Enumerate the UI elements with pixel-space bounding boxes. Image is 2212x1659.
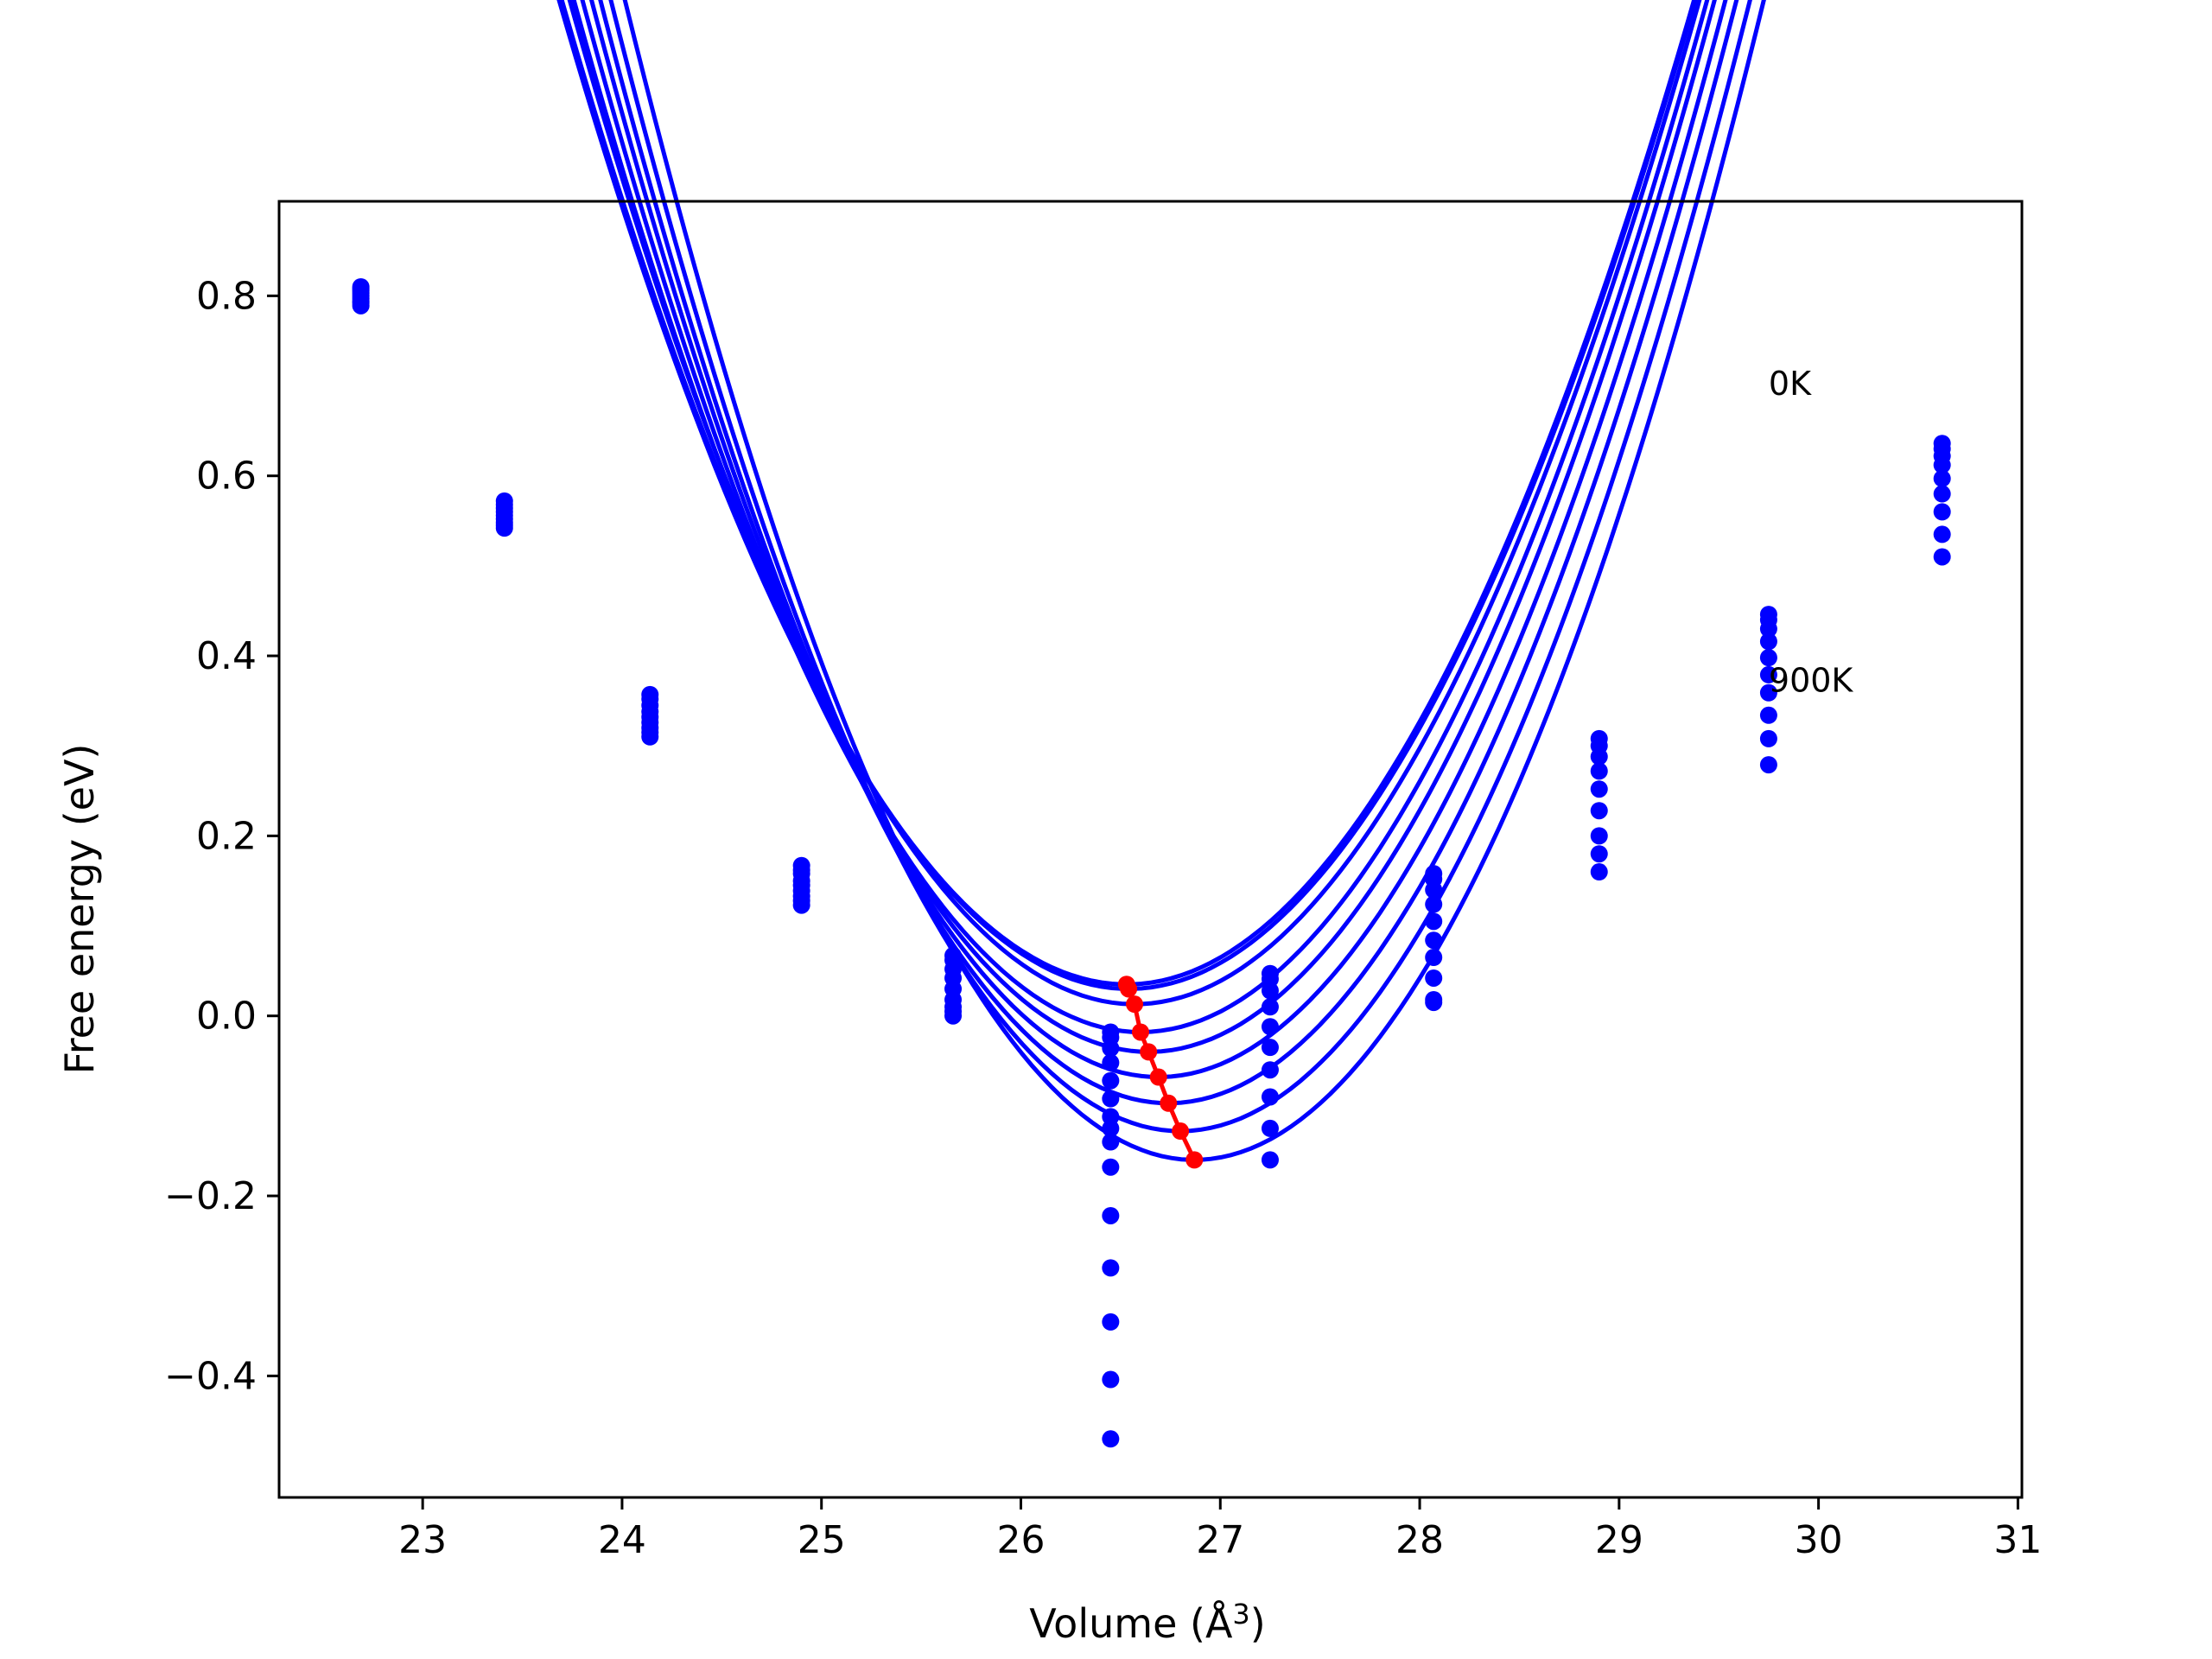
x-axis-ticks: 23 24 25 26 27 28 29 30 31 bbox=[398, 1497, 2042, 1562]
data-point bbox=[792, 896, 810, 914]
data-point bbox=[1425, 895, 1443, 913]
data-point bbox=[1261, 1088, 1279, 1106]
data-point bbox=[1102, 1071, 1120, 1090]
data-point bbox=[1261, 1018, 1279, 1036]
data-point bbox=[1590, 827, 1608, 845]
x-axis-label: Volume (Å3) bbox=[1029, 1598, 1265, 1647]
minimum-point bbox=[1172, 1122, 1190, 1141]
y-tick-label: 0.0 bbox=[196, 995, 257, 1039]
plot-frame bbox=[277, 200, 2024, 1499]
data-point bbox=[1759, 706, 1777, 724]
x-tick-label: 28 bbox=[1395, 1518, 1444, 1562]
data-point bbox=[1590, 802, 1608, 820]
data-point bbox=[1590, 845, 1608, 863]
data-point bbox=[1933, 525, 1951, 543]
x-tick-label: 24 bbox=[598, 1518, 646, 1562]
data-point bbox=[1102, 1259, 1120, 1277]
fit-curve-2 bbox=[559, 0, 1698, 991]
x-tick-label: 29 bbox=[1595, 1518, 1643, 1562]
data-point bbox=[1425, 880, 1443, 899]
minimum-point bbox=[1120, 980, 1138, 998]
x-tick-label: 25 bbox=[798, 1518, 846, 1562]
y-tick-label: −0.4 bbox=[164, 1354, 257, 1398]
fit-curve-9 bbox=[622, 0, 1766, 1162]
y-axis-ticks: −0.4 −0.2 0.0 0.2 0.4 0.6 0.8 bbox=[164, 274, 279, 1398]
minimum-point bbox=[1160, 1094, 1178, 1112]
data-point bbox=[1102, 1053, 1120, 1071]
x-tick-label: 23 bbox=[398, 1518, 447, 1562]
minimum-point bbox=[1131, 1023, 1149, 1041]
minimum-point bbox=[1149, 1068, 1167, 1086]
minimum-point bbox=[1185, 1151, 1204, 1169]
annotation-900k: 900K bbox=[1769, 662, 1854, 700]
data-point bbox=[1102, 1370, 1120, 1389]
data-point bbox=[1261, 1119, 1279, 1137]
data-point bbox=[1261, 1039, 1279, 1057]
data-point bbox=[1425, 931, 1443, 950]
data-point bbox=[1933, 469, 1951, 487]
data-point bbox=[1261, 982, 1279, 1000]
data-point bbox=[1590, 863, 1608, 881]
fit-curve-3 bbox=[567, 0, 1702, 1007]
fit-curve-8 bbox=[608, 0, 1752, 1134]
data-point bbox=[944, 1007, 963, 1025]
data-point bbox=[1102, 1119, 1120, 1137]
y-tick-label: 0.2 bbox=[196, 814, 257, 858]
data-point bbox=[1759, 632, 1777, 651]
y-tick-label: −0.2 bbox=[164, 1174, 257, 1218]
data-point bbox=[1102, 1430, 1120, 1448]
data-point bbox=[495, 519, 513, 537]
fit-curve-4 bbox=[571, 0, 1710, 1035]
data-point bbox=[1590, 762, 1608, 780]
data-point bbox=[1102, 1090, 1120, 1108]
minimum-point bbox=[1140, 1043, 1158, 1061]
data-point bbox=[1759, 649, 1777, 667]
data-point bbox=[1759, 683, 1777, 702]
data-point bbox=[1590, 780, 1608, 798]
fit-curve-7 bbox=[598, 0, 1739, 1106]
data-point bbox=[1425, 949, 1443, 966]
data-point bbox=[1933, 485, 1951, 503]
data-point bbox=[1933, 503, 1951, 521]
data-point bbox=[1425, 969, 1443, 987]
x-tick-label: 31 bbox=[1993, 1518, 2042, 1562]
data-point bbox=[1759, 620, 1777, 638]
data-point bbox=[1425, 994, 1443, 1012]
data-point bbox=[1759, 729, 1777, 747]
x-tick-label: 30 bbox=[1795, 1518, 1843, 1562]
data-point bbox=[1759, 665, 1777, 683]
x-tick-label: 27 bbox=[1196, 1518, 1244, 1562]
y-tick-label: 0.6 bbox=[196, 454, 257, 499]
data-point bbox=[1102, 1133, 1120, 1151]
annotation-0k: 0K bbox=[1769, 365, 1812, 403]
data-point bbox=[1261, 1061, 1279, 1079]
data-point bbox=[1933, 456, 1951, 474]
x-tick-label: 26 bbox=[996, 1518, 1045, 1562]
data-point bbox=[1590, 747, 1608, 766]
y-tick-label: 0.8 bbox=[196, 274, 257, 318]
data-point bbox=[1102, 1313, 1120, 1331]
y-tick-label: 0.4 bbox=[196, 634, 257, 678]
data-point bbox=[1933, 548, 1951, 566]
data-point bbox=[1759, 756, 1777, 774]
data-point bbox=[1102, 1158, 1120, 1176]
data-point bbox=[1102, 1206, 1120, 1224]
y-axis-label: Free energy (eV) bbox=[56, 744, 103, 1075]
data-point bbox=[1102, 1039, 1120, 1058]
plot-content: 0K 900K bbox=[352, 0, 1951, 1448]
data-point bbox=[1261, 998, 1279, 1016]
data-point bbox=[641, 728, 659, 746]
minimum-point bbox=[1126, 995, 1144, 1014]
data-point bbox=[1261, 1151, 1279, 1169]
data-point bbox=[352, 296, 370, 315]
data-point bbox=[1425, 912, 1443, 931]
